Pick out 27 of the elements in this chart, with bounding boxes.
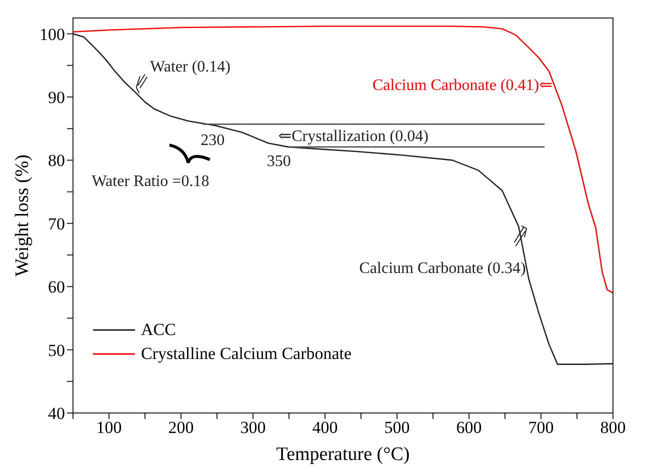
x-tick-label: 200 <box>168 418 194 438</box>
x-tick-label: 800 <box>600 418 626 438</box>
x-tick-label: 700 <box>528 418 554 438</box>
annotation: Calcium Carbonate (0.34) <box>359 260 526 278</box>
y-tick-label: 40 <box>48 404 65 424</box>
y-tick-label: 50 <box>48 340 65 360</box>
x-tick-label: 300 <box>240 418 266 438</box>
y-tick-label: 70 <box>48 214 65 234</box>
annotation: Water Ratio =0.18 <box>92 173 210 190</box>
x-axis-title: Temperature (°C) <box>276 444 410 465</box>
legend-label: ACC <box>141 320 176 340</box>
annotation: Calcium Carbonate (0.41)⇐ <box>372 76 553 94</box>
y-tick-label: 80 <box>48 151 65 170</box>
annotation: ⇐Crystallization (0.04) <box>278 128 428 146</box>
annotation: Water (0.14) <box>150 58 230 76</box>
y-tick-label: 60 <box>48 278 65 297</box>
x-tick-label: 100 <box>96 418 122 438</box>
annotation: 230 <box>200 132 225 149</box>
x-tick-label: 400 <box>312 418 338 438</box>
x-tick-label: 500 <box>384 418 410 438</box>
y-axis-title: Weight loss (%) <box>12 154 33 276</box>
annotation: 350 <box>266 152 291 170</box>
legend-label: Crystalline Calcium Carbonate <box>141 344 352 364</box>
y-tick-label: 90 <box>48 88 65 108</box>
y-tick-label: 100 <box>40 24 65 44</box>
line-series <box>73 26 613 294</box>
x-tick-label: 600 <box>456 418 482 438</box>
